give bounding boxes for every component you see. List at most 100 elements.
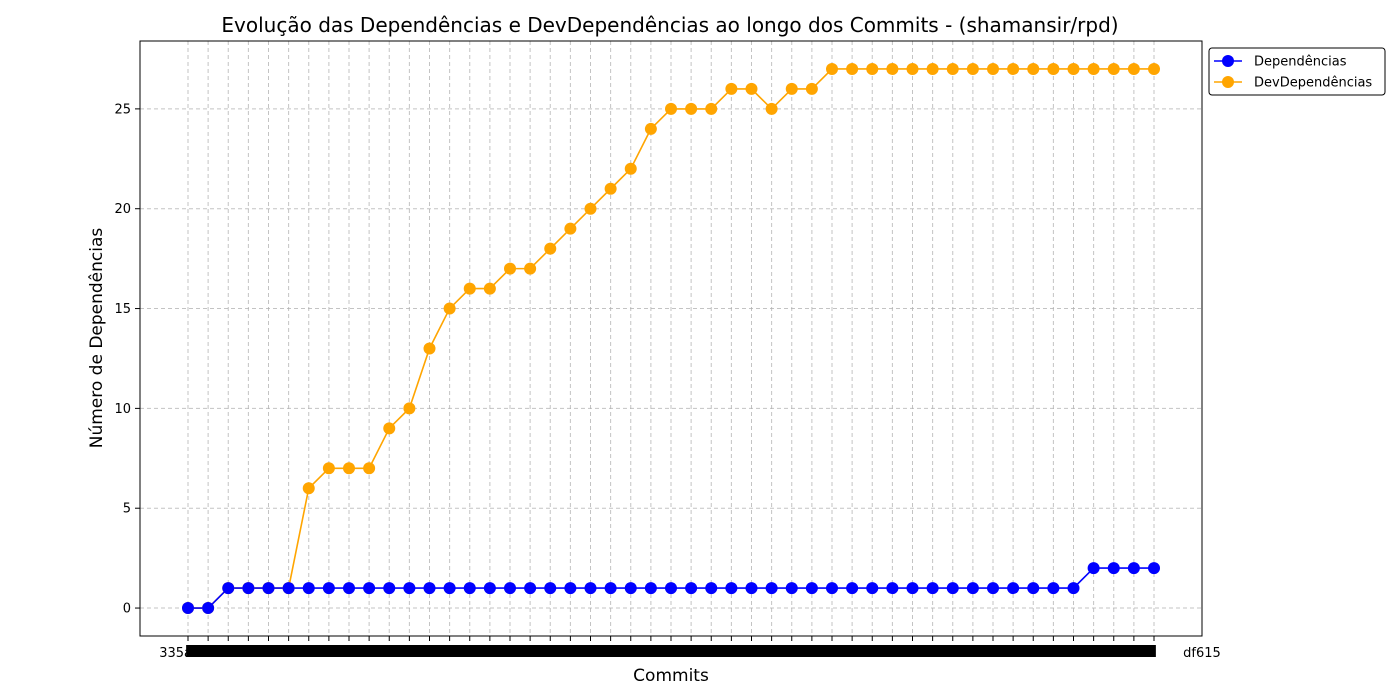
data-point (302, 582, 315, 595)
chart-title: Evolução das Dependências e DevDependênc… (221, 13, 1118, 37)
data-point (644, 122, 657, 135)
data-point (604, 182, 617, 195)
data-point (584, 582, 597, 595)
data-point (705, 102, 718, 115)
data-point (604, 582, 617, 595)
data-point (846, 582, 859, 595)
data-point (1107, 62, 1120, 75)
data-point (665, 582, 677, 595)
data-point (363, 582, 376, 595)
legend-marker (1222, 76, 1234, 88)
data-point (584, 202, 597, 215)
data-point (624, 582, 637, 595)
y-tick-label: 0 (123, 602, 131, 617)
data-point (805, 582, 818, 595)
data-point (383, 582, 396, 595)
data-point (1127, 562, 1140, 575)
data-point (1087, 562, 1100, 575)
data-point (946, 62, 959, 75)
data-point (866, 62, 879, 75)
data-point (665, 102, 677, 115)
data-point (826, 62, 838, 75)
data-point (1148, 62, 1160, 75)
data-point (544, 242, 557, 255)
data-point (463, 282, 476, 295)
data-point (1047, 62, 1060, 75)
data-point (423, 342, 436, 355)
data-point (483, 582, 496, 595)
x-axis-label: Commits (633, 666, 709, 686)
data-point (282, 582, 295, 595)
data-point (564, 582, 577, 595)
data-point (624, 162, 637, 175)
data-point (1007, 62, 1020, 75)
legend-label: Dependências (1254, 55, 1347, 70)
data-point (202, 602, 215, 615)
y-tick-label: 25 (114, 102, 131, 117)
data-point (685, 102, 698, 115)
data-point (222, 582, 235, 595)
data-point (1087, 62, 1100, 75)
y-axis: 0 5 10 15 20 25 (114, 102, 140, 617)
data-point (966, 62, 979, 75)
data-point (765, 102, 778, 115)
data-point (785, 82, 798, 95)
legend-box (1208, 47, 1386, 96)
data-point (745, 82, 758, 95)
data-point (765, 582, 778, 595)
data-point (322, 462, 335, 475)
data-point (564, 222, 577, 235)
data-point (987, 582, 999, 595)
data-point (262, 582, 275, 595)
legend-label: DevDependências (1254, 76, 1372, 91)
x-tick-label-first: 335a185 (159, 646, 217, 661)
legend-marker (1222, 55, 1234, 67)
data-point (725, 582, 738, 595)
data-point (343, 582, 355, 595)
data-point (322, 582, 335, 595)
x-tick-labels-overlap (186, 645, 1156, 657)
data-point (483, 282, 496, 295)
data-point (906, 62, 919, 75)
data-point (745, 582, 758, 595)
data-point (463, 582, 476, 595)
data-point (544, 582, 557, 595)
x-axis: 335a185 df615 (159, 636, 1221, 661)
data-point (987, 62, 999, 75)
y-tick-label: 20 (114, 202, 131, 217)
x-tick-label-last: df615 (1183, 646, 1221, 661)
data-point (443, 302, 456, 315)
data-point (946, 582, 959, 595)
y-axis-label: Número de Dependências (87, 228, 107, 449)
data-point (886, 62, 899, 75)
data-point (423, 582, 436, 595)
data-point (403, 582, 416, 595)
data-point (302, 482, 315, 495)
data-point (685, 582, 698, 595)
data-point (443, 582, 456, 595)
grid (140, 41, 1202, 636)
data-point (343, 462, 355, 475)
data-point (906, 582, 919, 595)
data-point (383, 422, 396, 435)
y-tick-label: 10 (114, 402, 131, 417)
data-point (1148, 562, 1160, 575)
data-point (725, 82, 738, 95)
data-point (1127, 62, 1140, 75)
data-point (1107, 562, 1120, 575)
data-point (846, 62, 859, 75)
data-point (504, 582, 516, 595)
data-point (644, 582, 657, 595)
data-point (524, 262, 537, 275)
data-point (705, 582, 718, 595)
data-point (504, 262, 516, 275)
data-point (826, 582, 838, 595)
data-point (966, 582, 979, 595)
data-point (363, 462, 376, 475)
data-point (1027, 582, 1040, 595)
data-point (524, 582, 537, 595)
data-point (1007, 582, 1020, 595)
data-point (926, 62, 939, 75)
data-point (785, 582, 798, 595)
